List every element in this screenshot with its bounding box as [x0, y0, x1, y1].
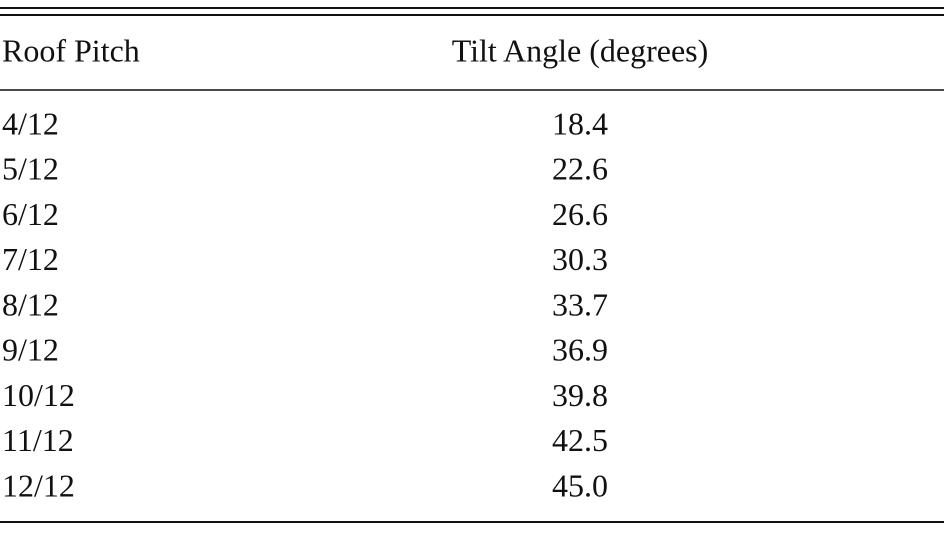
roof-pitch: 11/12 [2, 422, 74, 458]
tilt-angle: 33.7 [552, 286, 608, 322]
roof-pitch: 8/12 [2, 286, 59, 322]
roof-pitch: 6/12 [2, 196, 59, 232]
roof-pitch: 7/12 [2, 241, 59, 277]
roof-pitch: 4/12 [2, 105, 59, 141]
column-header: Tilt Angle (degrees) [452, 32, 709, 68]
tilt-angle: 39.8 [552, 377, 608, 413]
tilt-angle: 22.6 [552, 151, 608, 187]
roof-pitch: 10/12 [2, 377, 75, 413]
tilt-angle: 42.5 [552, 422, 608, 458]
tilt-angle: 26.6 [552, 196, 608, 232]
tilt-angle: 45.0 [552, 467, 608, 503]
tilt-angle: 18.4 [552, 105, 608, 141]
tilt-angle: 36.9 [552, 332, 608, 368]
roof-pitch: 9/12 [2, 332, 59, 368]
roof-pitch: 5/12 [2, 151, 59, 187]
column-header: Roof Pitch [2, 32, 140, 68]
tilt-angle: 30.3 [552, 241, 608, 277]
roof-pitch: 12/12 [2, 467, 75, 503]
